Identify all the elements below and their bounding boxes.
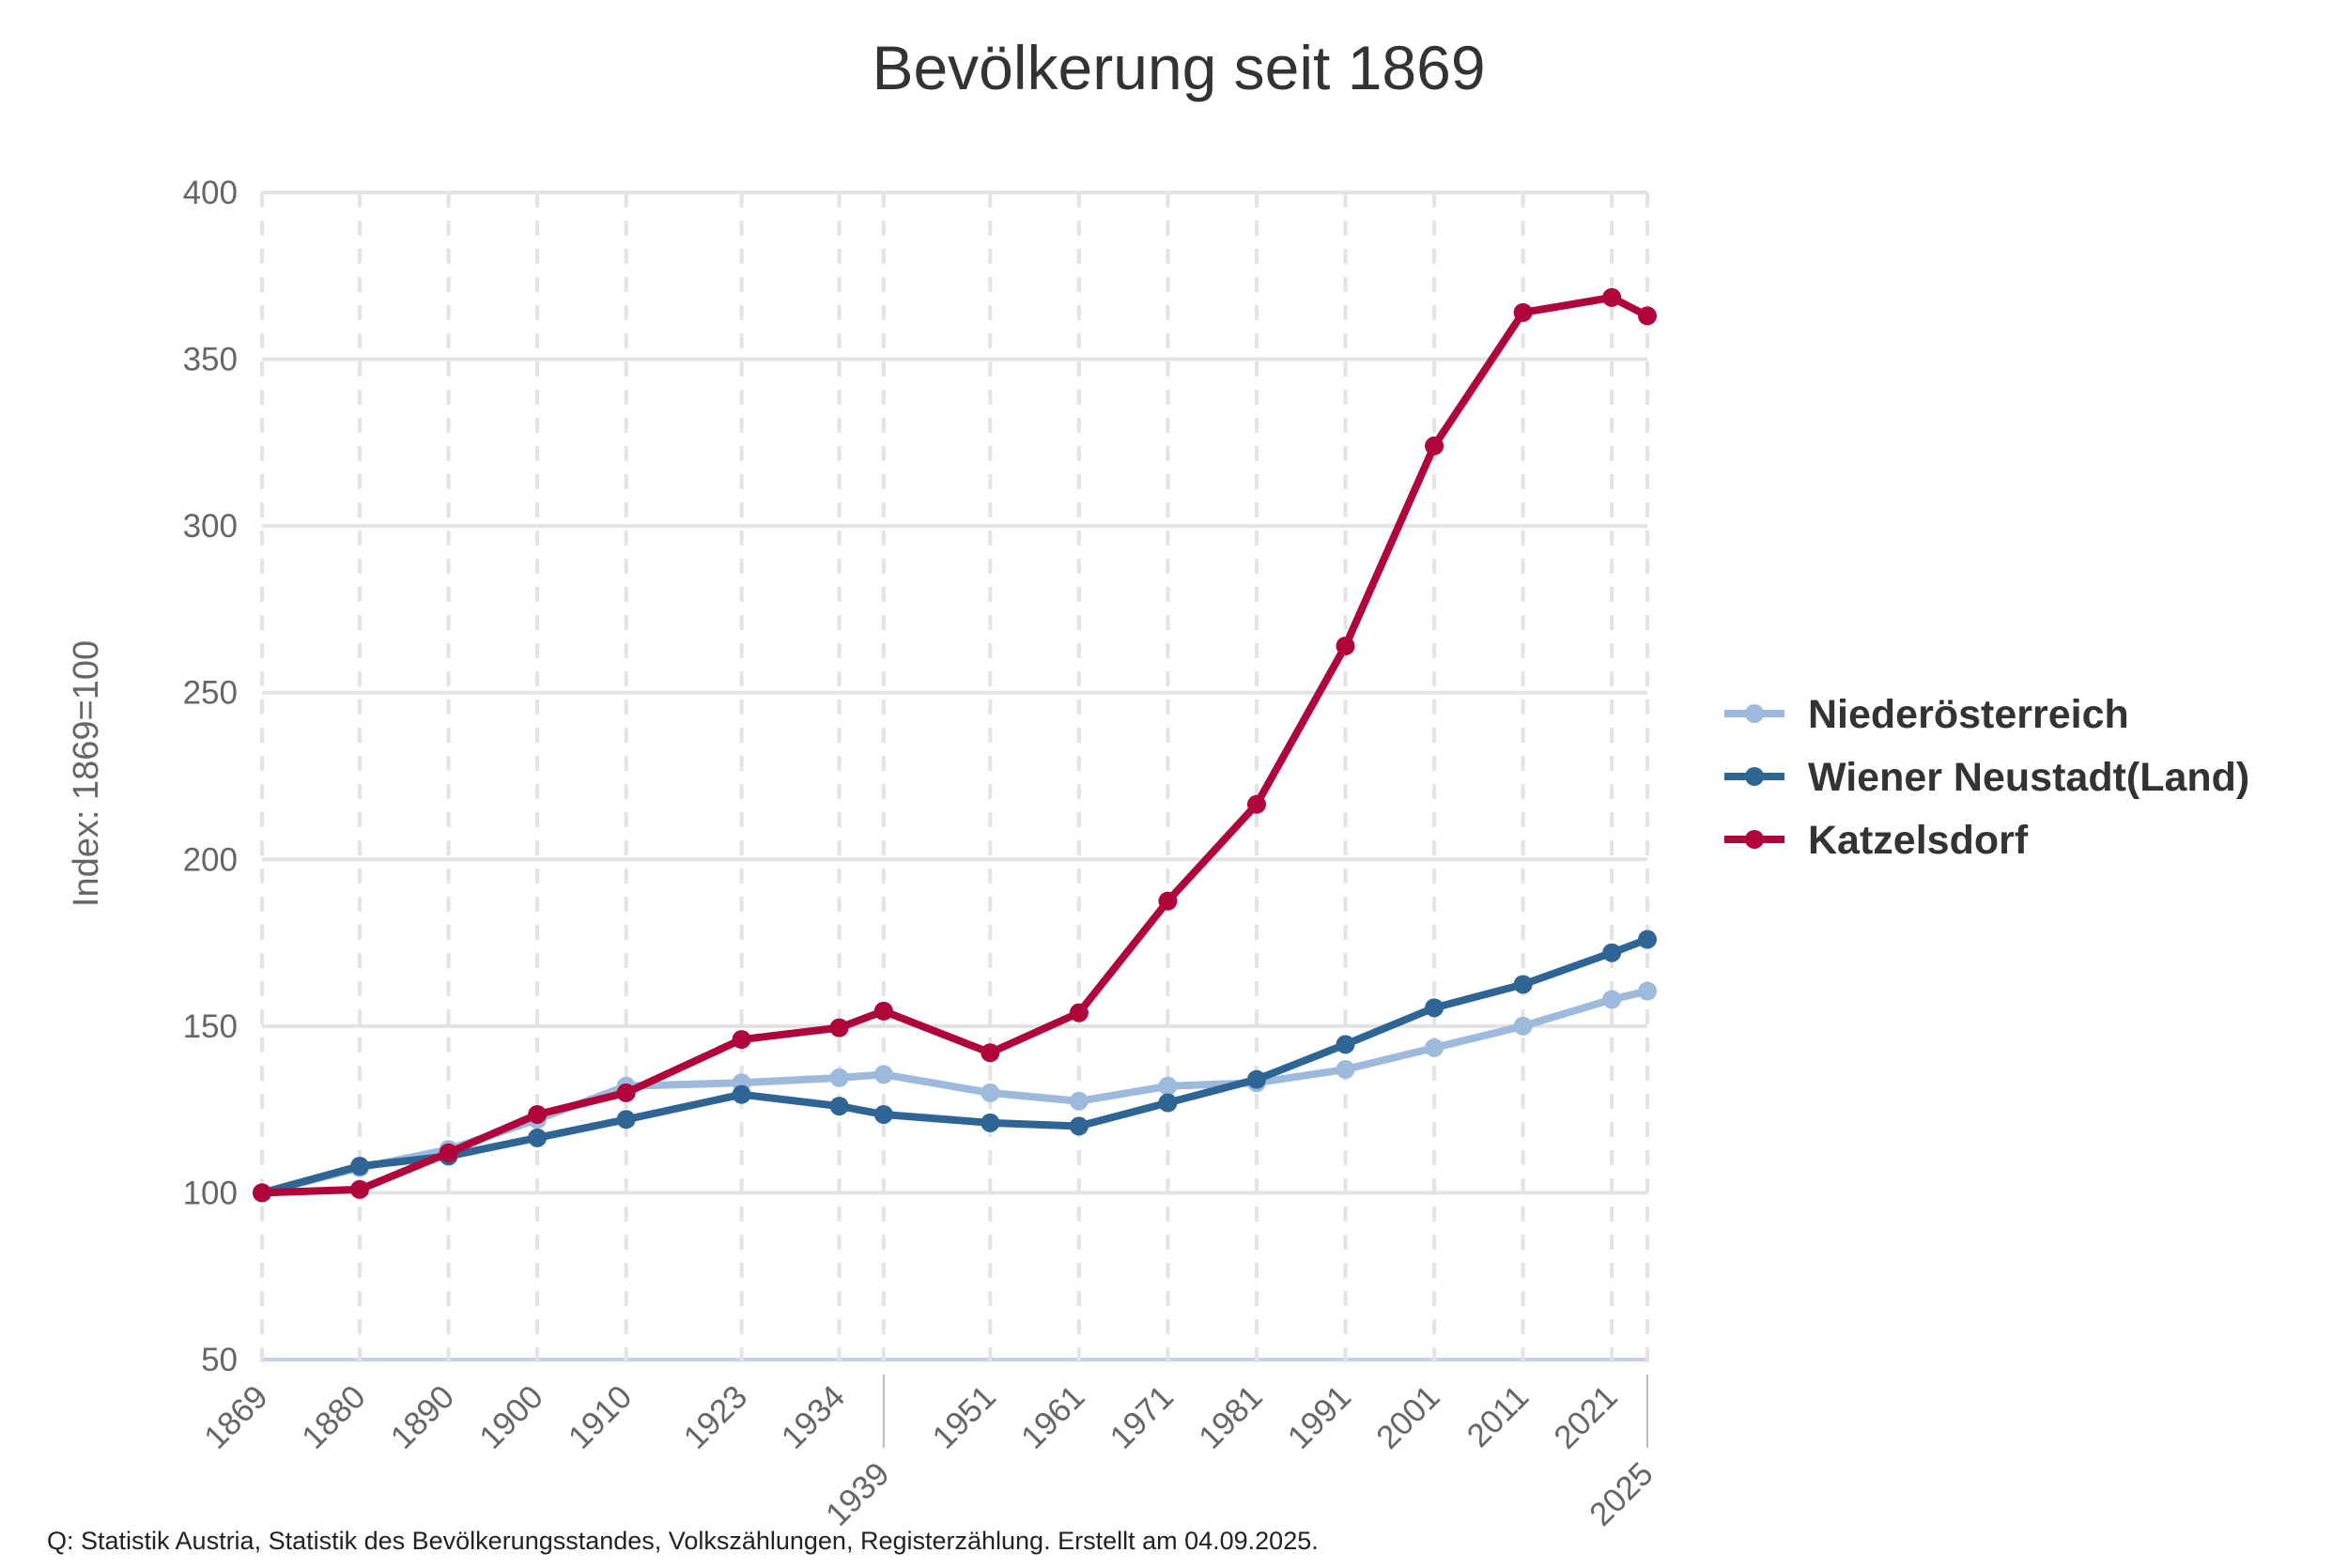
- data-point: [1246, 1069, 1266, 1089]
- y-tick-label: 50: [201, 1342, 238, 1378]
- data-point: [1246, 794, 1266, 814]
- series-wiener-neustadt-land-: [253, 930, 1657, 1203]
- legend-label: Niederösterreich: [1808, 692, 2129, 737]
- legend-marker: [1745, 704, 1764, 723]
- data-point: [350, 1157, 370, 1176]
- x-tick-label: 1923: [677, 1378, 755, 1456]
- data-point: [1602, 990, 1622, 1009]
- data-point: [981, 1043, 1000, 1063]
- legend-item: Wiener Neustadt(Land): [1724, 755, 2249, 800]
- legend-marker: [1745, 830, 1764, 849]
- x-tick-label: 2011: [1460, 1378, 1536, 1454]
- series-line: [261, 293, 1649, 1197]
- data-point: [873, 1001, 893, 1021]
- series-line: [260, 935, 1649, 1197]
- x-tick-label: 2021: [1547, 1378, 1625, 1456]
- x-tick-label: 1971: [1103, 1378, 1181, 1456]
- data-point: [873, 1104, 893, 1124]
- legend-label: Wiener Neustadt(Land): [1808, 755, 2249, 800]
- data-point: [616, 1110, 636, 1130]
- legend-label: Katzelsdorf: [1808, 818, 2029, 863]
- grid: [260, 191, 1649, 1373]
- y-tick-label: 300: [183, 508, 238, 545]
- y-tick-label: 350: [183, 342, 238, 378]
- data-point: [528, 1104, 548, 1124]
- x-tick-label: 1991: [1281, 1378, 1359, 1456]
- legend: Niederösterreich Wiener Neustadt(Land) Kat…: [1724, 692, 2249, 863]
- data-point: [1158, 891, 1178, 911]
- data-point: [1069, 1116, 1089, 1136]
- data-point: [873, 1065, 893, 1084]
- legend-item: Katzelsdorf: [1724, 818, 2029, 863]
- data-point: [1336, 1035, 1355, 1054]
- source-note: Q: Statistik Austria, Statistik des Bevö…: [47, 1527, 1319, 1555]
- data-point: [732, 1030, 751, 1050]
- x-tick-label: 2001: [1369, 1378, 1447, 1456]
- data-point: [1069, 1091, 1089, 1111]
- y-axis-label: Index: 1869=100: [67, 640, 106, 907]
- data-point: [829, 1068, 849, 1087]
- x-tick-label: 1890: [384, 1378, 462, 1456]
- x-tick-label: 1869: [197, 1378, 275, 1456]
- x-tick-label: 1934: [775, 1378, 853, 1456]
- data-point: [1513, 975, 1533, 994]
- y-axis-ticks: 50 100 150 200 250 300 350 400: [183, 175, 238, 1378]
- series-katzelsdorf: [253, 287, 1657, 1203]
- x-tick-label: 1880: [295, 1378, 373, 1456]
- data-point: [732, 1084, 751, 1104]
- data-point: [1602, 287, 1622, 307]
- data-point: [1069, 1003, 1089, 1022]
- data-point: [1638, 981, 1657, 1001]
- data-point: [350, 1179, 370, 1199]
- legend-marker: [1745, 767, 1764, 786]
- data-point: [253, 1183, 271, 1203]
- x-tick-label: 1939: [819, 1455, 897, 1533]
- data-point: [981, 1083, 1000, 1102]
- data-point: [616, 1083, 636, 1102]
- data-point: [1638, 930, 1657, 949]
- x-tick-label: 1961: [1014, 1378, 1092, 1456]
- y-tick-label: 100: [183, 1175, 238, 1211]
- series-lines: [253, 287, 1657, 1203]
- data-point: [829, 1018, 849, 1038]
- x-tick-label: 1910: [562, 1378, 640, 1456]
- data-point: [1425, 998, 1444, 1018]
- data-point: [439, 1143, 458, 1162]
- series-niederösterreich: [253, 981, 1657, 1203]
- y-tick-label: 400: [183, 175, 238, 211]
- data-point: [1336, 636, 1355, 655]
- x-tick-label: 2025: [1583, 1455, 1661, 1533]
- data-point: [1513, 1016, 1533, 1036]
- data-point: [1425, 436, 1444, 455]
- data-point: [1336, 1060, 1355, 1080]
- data-point: [1158, 1093, 1178, 1113]
- series-line: [261, 987, 1648, 1197]
- chart-title: Bevölkerung seit 1869: [872, 33, 1485, 102]
- x-tick-label: 1981: [1192, 1378, 1270, 1456]
- data-point: [981, 1113, 1000, 1132]
- data-point: [1602, 943, 1622, 962]
- data-point: [1638, 306, 1657, 326]
- data-point: [528, 1128, 548, 1147]
- x-tick-label: 1900: [472, 1378, 550, 1456]
- legend-item: Niederösterreich: [1724, 692, 2129, 737]
- y-tick-label: 250: [183, 675, 238, 712]
- data-point: [829, 1097, 849, 1116]
- data-point: [1513, 302, 1533, 322]
- y-tick-label: 200: [183, 841, 238, 878]
- data-point: [1158, 1076, 1178, 1096]
- x-tick-label: 1951: [925, 1378, 1003, 1456]
- data-point: [1425, 1038, 1444, 1057]
- y-tick-label: 150: [183, 1008, 238, 1045]
